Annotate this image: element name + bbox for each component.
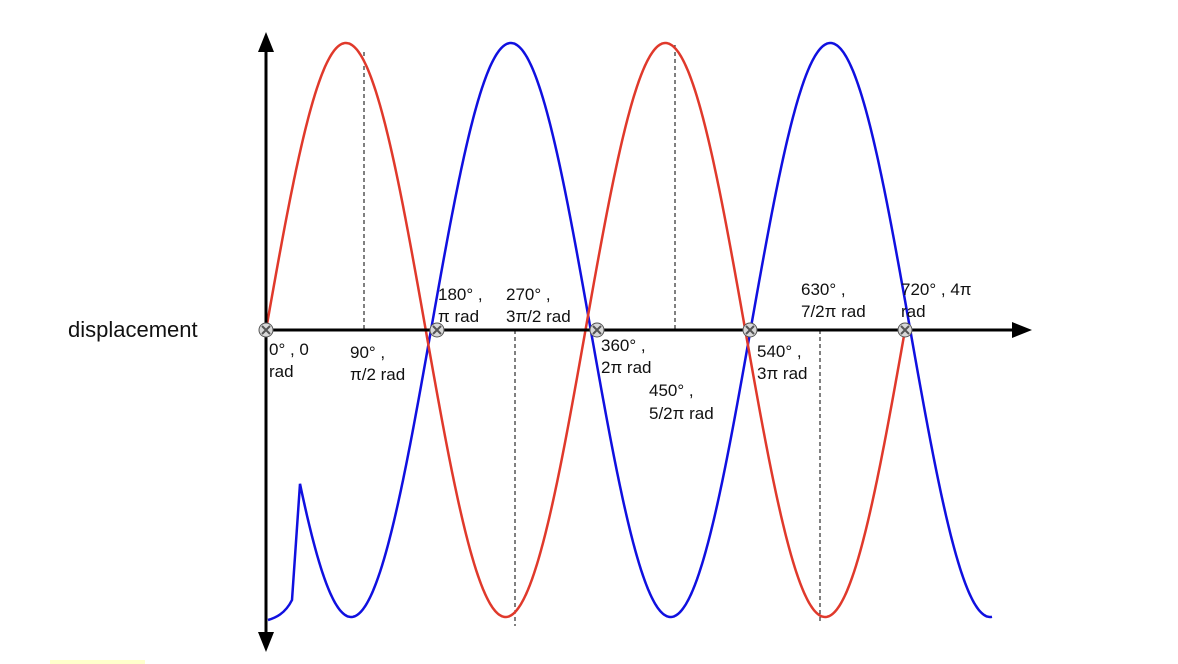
red-wave [264,41,908,619]
marker-720 [897,322,913,338]
label-180-line2: π rad [438,307,479,326]
label-360-line2: 2π rad [601,358,651,377]
label-270-line2: 3π/2 rad [506,307,571,326]
y-axis-label: displacement [68,317,198,342]
marker-180 [429,322,445,338]
label-270-line1: 270° , [506,285,551,304]
label-0-line1: 0° , 0 [269,340,309,359]
label-360-line1: 360° , [601,336,646,355]
label-720-line2: rad [901,302,926,321]
label-450-line2: 5/2π rad [649,404,714,423]
x-axis-arrow [1012,322,1032,338]
phase-labels: 0° , 0 rad 90° , π/2 rad 180° , π rad 27… [269,280,972,423]
marker-360 [589,322,605,338]
label-540-line2: 3π rad [757,364,807,383]
label-720-line1: 720° , 4π [901,280,972,299]
label-630-line2: 7/2π rad [801,302,866,321]
label-630-line1: 630° , [801,280,846,299]
axes [258,32,1032,652]
label-90-line2: π/2 rad [350,365,405,384]
guide-lines [363,45,821,626]
y-axis-arrow-up [258,32,274,52]
marker-0 [258,322,274,338]
corner-highlight [50,660,145,664]
axis-markers [258,322,913,338]
blue-wave [267,41,993,622]
y-axis-arrow-down [258,632,274,652]
marker-540 [742,322,758,338]
label-180-line1: 180° , [438,285,483,304]
label-540-line1: 540° , [757,342,802,361]
label-90-line1: 90° , [350,343,385,362]
label-450-line1: 450° , [649,381,694,400]
label-0-line2: rad [269,362,294,381]
